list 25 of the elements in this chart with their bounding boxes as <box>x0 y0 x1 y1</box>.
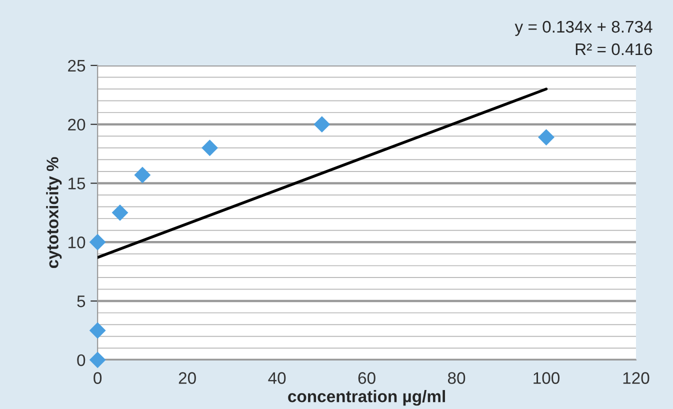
x-tick-label: 80 <box>448 372 466 384</box>
text: R² = 0.416 <box>576 43 652 56</box>
point <box>112 204 128 221</box>
x-tick-label: 60 <box>358 372 376 384</box>
x-tick-label: 20 <box>178 372 196 384</box>
point <box>89 352 106 368</box>
y-tick-label: 20 <box>68 118 86 131</box>
x-tick-label: 40 <box>268 372 286 384</box>
point <box>89 234 106 250</box>
y-tick-label: 10 <box>68 236 86 248</box>
point <box>314 116 330 133</box>
x-tick-label: 100 <box>534 372 560 384</box>
point <box>134 166 151 184</box>
y-tick-label: 0 <box>77 354 86 366</box>
point <box>538 129 554 146</box>
x-tick-label: 120 <box>623 372 650 384</box>
text: y = 0.134x + 8.734 <box>514 20 652 36</box>
y-tick-label: 5 <box>77 296 86 308</box>
y-tick-label: 15 <box>68 178 86 190</box>
x-tick-label: 0 <box>94 372 102 384</box>
point <box>89 322 106 339</box>
x-axis-title: concentration µg/ml <box>288 390 445 406</box>
y-axis-title: cytotoxicity % <box>46 157 62 268</box>
point <box>202 140 218 156</box>
y-tick-label: 25 <box>68 60 86 72</box>
